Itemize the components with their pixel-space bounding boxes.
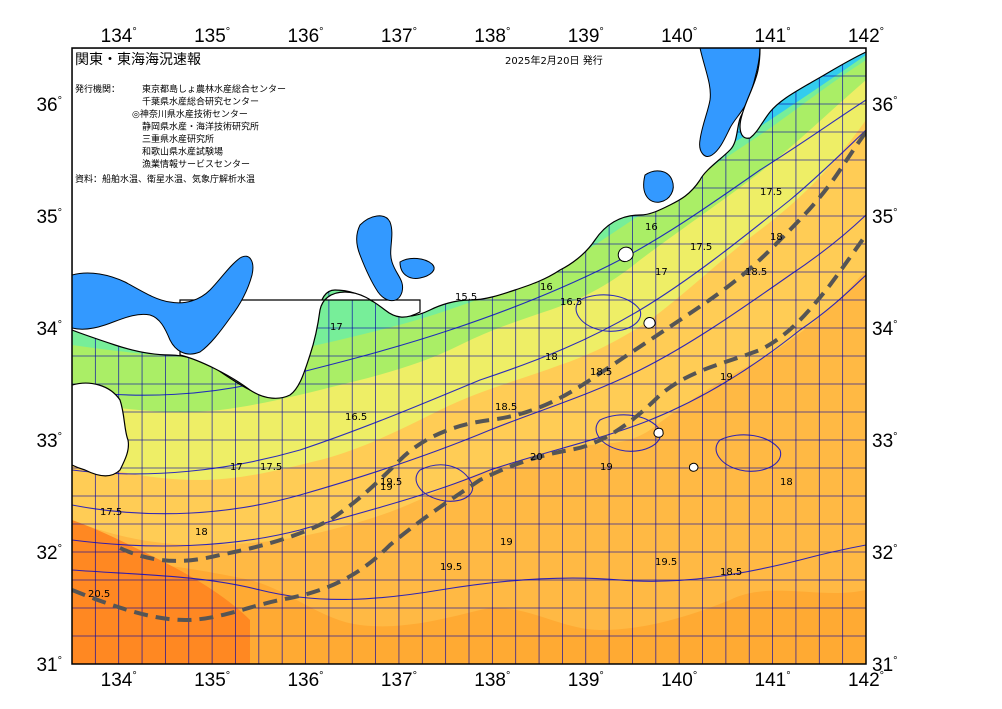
osaka-bay — [72, 255, 254, 355]
contour-label: 19 — [720, 372, 733, 383]
issuers-label: 発行機関： — [75, 83, 120, 95]
contour-label: 18 — [770, 232, 783, 243]
contour-label: 18 — [545, 352, 558, 363]
kuroshio-axis-south — [72, 233, 866, 623]
contour-label: 20.5 — [88, 589, 110, 600]
contour-label: 17.5 — [690, 242, 712, 253]
island-hachijo — [688, 462, 699, 472]
longitude-tick-label: 142° — [848, 26, 884, 47]
issuer-name: 漁業情報サービスセンター — [142, 158, 250, 170]
contour-label: 19.5 — [440, 562, 462, 573]
latitude-tick-label: 34° — [36, 319, 62, 340]
map-frame — [71, 47, 867, 665]
longitude-tick-label: 138° — [474, 26, 510, 47]
contour-label: 17.5 — [760, 187, 782, 198]
contour-labels: 15.5 16 16 16.5 16.5 17 17 17 17.5 17.5 17.5 17.5 18… — [88, 187, 793, 600]
contour-label: 16.5 — [560, 297, 582, 308]
longitude-labels-bottom: 134° 135° 136° 137° 138° 139° 140° 141° 142° — [101, 670, 884, 691]
contour-label: 16 — [645, 222, 658, 233]
longitude-tick-label: 137° — [381, 670, 417, 691]
land-shikoku — [72, 382, 130, 477]
contour-label: 19.5 — [655, 557, 677, 568]
longitude-tick-label: 137° — [381, 26, 417, 47]
kuroshio-axis-north — [119, 130, 866, 563]
longitude-tick-label: 140° — [661, 26, 697, 47]
contour-label: 18.5 — [495, 402, 517, 413]
contour-label: 19.5 — [380, 477, 402, 488]
latitude-tick-label: 32° — [872, 543, 898, 564]
latitude-tick-label: 36° — [36, 95, 62, 116]
contour-label: 18.5 — [720, 567, 742, 578]
latitude-tick-label: 35° — [36, 207, 62, 228]
contour-label: 18.5 — [590, 367, 612, 378]
contour-label: 17 — [655, 267, 668, 278]
issuers-list: 東京都島しょ農林水産総合センター千葉県水産総合研究センター◎神奈川県水産技術セン… — [132, 83, 286, 170]
sst-band-21 — [72, 520, 250, 664]
latitude-tick-label: 33° — [872, 431, 898, 452]
latitude-tick-label: 33° — [36, 431, 62, 452]
data-source: 資料：船舶水温、衛星水温、気象庁解析水温 — [75, 173, 255, 185]
isotherm-lines — [72, 99, 866, 600]
longitude-tick-label: 140° — [661, 670, 697, 691]
issuer-name: 和歌山県水産試験場 — [142, 146, 223, 158]
longitude-tick-label: 136° — [287, 26, 323, 47]
issuer-name: 東京都島しょ農林水産総合センター — [142, 83, 286, 95]
land-kii-peninsula — [179, 291, 421, 399]
contour-label: 16 — [540, 282, 553, 293]
latitude-tick-label: 31° — [872, 655, 898, 676]
contour-label: 17 — [330, 322, 343, 333]
issuer-name: 静岡県水産・海洋技術研究所 — [142, 121, 259, 133]
issue-date: 2025年2月20日 発行 — [505, 54, 603, 67]
latitude-tick-label: 32° — [36, 543, 62, 564]
island-niijima — [643, 317, 656, 329]
contour-label: 17.5 — [260, 462, 282, 473]
longitude-tick-label: 141° — [755, 670, 791, 691]
longitude-labels-top: 134° 135° 136° 137° 138° 139° 140° 141° 142° — [101, 26, 884, 47]
latitude-tick-label: 31° — [36, 655, 62, 676]
latitude-labels-right: 36° 35° 34° 33° 32° 31° — [872, 95, 898, 676]
longitude-tick-label: 138° — [474, 670, 510, 691]
longitude-tick-label: 134° — [101, 670, 137, 691]
contour-label: 18.5 — [745, 267, 767, 278]
issuer-name: 三重県水産研究所 — [142, 133, 214, 145]
contour-label: 17 — [230, 462, 243, 473]
island-miyake — [653, 427, 664, 438]
longitude-tick-label: 139° — [568, 26, 604, 47]
latitude-tick-label: 35° — [872, 207, 898, 228]
contour-label: 18 — [195, 527, 208, 538]
longitude-tick-label: 139° — [568, 670, 604, 691]
issuer-name: 千葉県水産総合研究センター — [142, 96, 259, 108]
land-boso-peninsula — [739, 48, 866, 139]
ise-bay — [356, 215, 404, 302]
latitude-labels-left: 36° 35° 34° 33° 32° 31° — [36, 95, 62, 676]
longitude-tick-label: 135° — [194, 26, 230, 47]
latitude-tick-label: 34° — [872, 319, 898, 340]
contour-label: 19 — [380, 482, 393, 493]
longitude-tick-label: 134° — [101, 26, 137, 47]
contour-label: 19 — [500, 537, 513, 548]
sagami-bay — [643, 170, 674, 203]
contour-label: 19 — [600, 462, 613, 473]
contour-label: 17.5 — [100, 507, 122, 518]
longitude-tick-label: 142° — [848, 670, 884, 691]
contour-label: 16.5 — [345, 412, 367, 423]
issuer-name: ◎神奈川県水産技術センター — [132, 108, 248, 120]
map-title: 関東・東海海況速報 — [75, 52, 201, 68]
longitude-tick-label: 135° — [194, 670, 230, 691]
longitude-tick-label: 136° — [287, 670, 323, 691]
mikawa-bay — [399, 257, 435, 279]
longitude-tick-label: 141° — [755, 26, 791, 47]
contour-label: 20 — [530, 452, 543, 463]
latitude-tick-label: 36° — [872, 95, 898, 116]
island-izu-oshima — [617, 246, 634, 262]
contour-label: 15.5 — [455, 292, 477, 303]
contour-label: 18 — [780, 477, 793, 488]
